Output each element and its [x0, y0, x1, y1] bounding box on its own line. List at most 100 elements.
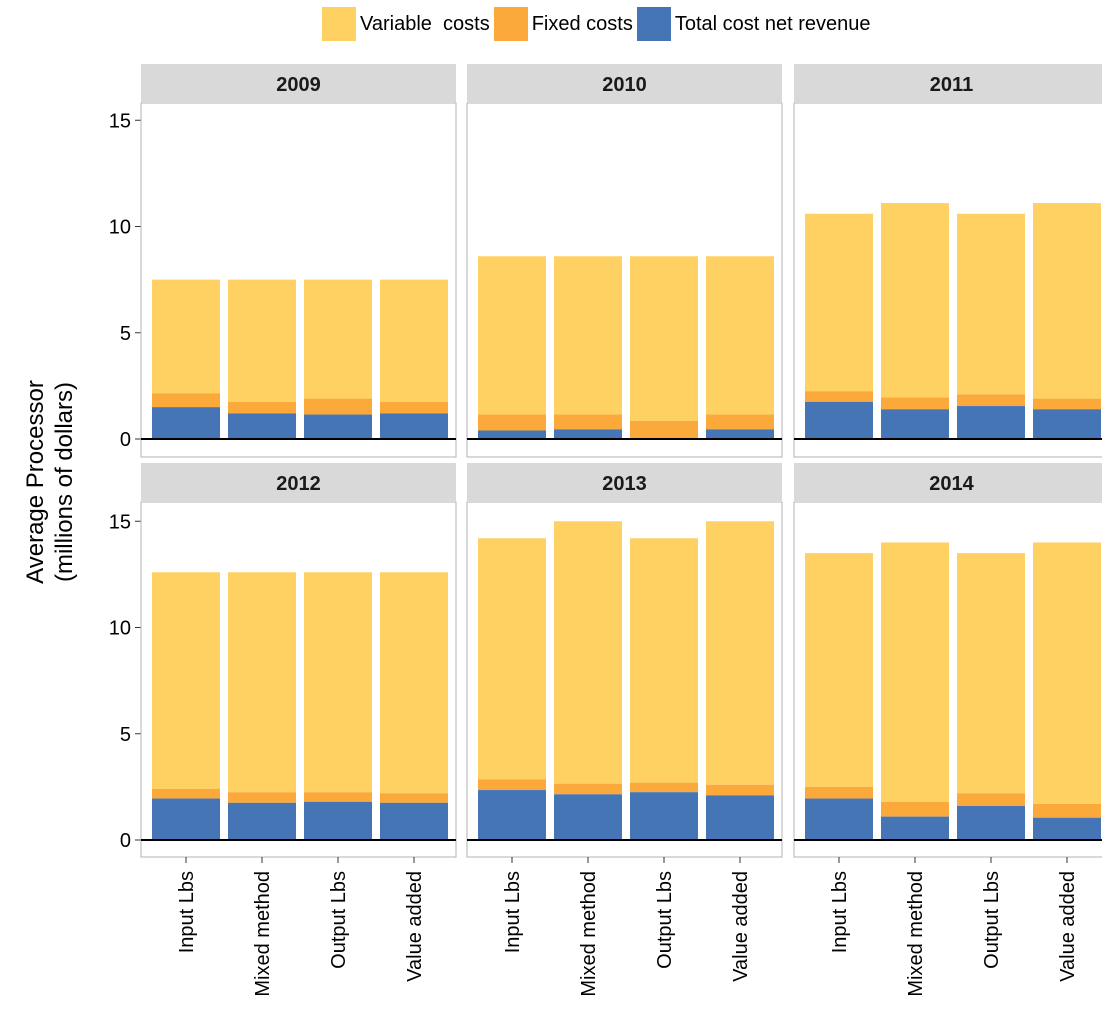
bar-net-revenue [706, 795, 774, 840]
legend-item-fixed-costs: Fixed costs [493, 7, 633, 41]
bar-net-revenue [304, 414, 372, 439]
bar-fixed-costs [380, 401, 448, 414]
bar-variable-costs [478, 538, 546, 780]
x-tick-label: Mixed method [252, 871, 274, 997]
x-tick-label: Output Lbs [654, 871, 676, 969]
bar-variable-costs [881, 542, 949, 802]
bar-variable-costs [380, 572, 448, 794]
bar-fixed-costs [152, 789, 220, 799]
facet-strip [467, 463, 782, 502]
x-tick-label: Output Lbs [981, 871, 1003, 969]
legend-label-net-revenue: Total cost net revenue [674, 12, 871, 35]
bar-variable-costs [228, 279, 296, 402]
facet-title: 2009 [276, 74, 321, 96]
facet-title: 2010 [602, 74, 647, 96]
bar-net-revenue [152, 407, 220, 439]
bar-net-revenue [881, 816, 949, 840]
bar-variable-costs [881, 203, 949, 398]
x-tick-label: Value added [730, 871, 752, 982]
bar-fixed-costs [706, 414, 774, 430]
bar-net-revenue [1033, 409, 1101, 439]
bar-variable-costs [228, 572, 296, 793]
bar-fixed-costs [630, 782, 698, 793]
x-tick-label: Input Lbs [829, 871, 851, 953]
facet-strip [467, 64, 782, 103]
facet-strip [141, 64, 456, 103]
bar-net-revenue [881, 409, 949, 439]
bar-net-revenue [957, 806, 1025, 840]
y-tick-label: 5 [120, 323, 131, 345]
bar-variable-costs [630, 256, 698, 421]
bar-variable-costs [304, 572, 372, 793]
x-tick-label: Input Lbs [176, 871, 198, 953]
bar-fixed-costs [881, 801, 949, 817]
bar-net-revenue [554, 429, 622, 439]
facet-title: 2014 [929, 473, 974, 495]
bar-variable-costs [478, 256, 546, 415]
legend-swatch-net-revenue [636, 7, 671, 41]
bar-net-revenue [380, 802, 448, 840]
legend-label-fixed-costs: Fixed costs [531, 12, 633, 35]
bar-fixed-costs [630, 420, 698, 439]
bar-fixed-costs [805, 786, 873, 799]
bar-fixed-costs [380, 793, 448, 803]
bar-variable-costs [706, 521, 774, 785]
bar-net-revenue [478, 430, 546, 439]
bar-net-revenue [228, 802, 296, 840]
bar-fixed-costs [228, 792, 296, 803]
bar-net-revenue [957, 406, 1025, 439]
bar-fixed-costs [478, 779, 546, 791]
facet-strip [794, 463, 1102, 502]
legend-swatch-variable-costs [322, 7, 356, 41]
y-tick-label: 15 [109, 110, 131, 132]
facet-panels: 0 5 10 15 0 5 10 15 2009 2010 2011 2012 Input Lbs Mix… [109, 64, 1102, 997]
x-tick-label: Output Lbs [328, 871, 350, 969]
facet-strip [794, 64, 1102, 103]
bar-fixed-costs [554, 414, 622, 430]
legend-item-net-revenue: Total cost net revenue [636, 7, 871, 41]
x-tick-label: Value added [404, 871, 426, 982]
bar-fixed-costs [881, 397, 949, 410]
bar-net-revenue [304, 801, 372, 840]
bar-variable-costs [554, 256, 622, 415]
bar-variable-costs [805, 213, 873, 392]
bar-fixed-costs [957, 394, 1025, 407]
facet-title: 2011 [930, 74, 973, 96]
bar-net-revenue [152, 798, 220, 840]
bar-variable-costs [957, 213, 1025, 395]
legend-swatch-fixed-costs [493, 7, 528, 41]
bar-variable-costs [304, 279, 372, 399]
legend: Variable costs Fixed costs Total cost ne… [322, 7, 875, 41]
bar-fixed-costs [478, 414, 546, 431]
x-tick-label: Mixed method [905, 871, 927, 997]
x-tick-label: Value added [1057, 871, 1079, 982]
legend-label-variable-costs: Variable costs [360, 12, 490, 35]
y-axis-title: Average Processor (millions of dollars) [22, 380, 78, 584]
bar-variable-costs [957, 553, 1025, 794]
y-tick-label: 10 [109, 217, 131, 239]
bar-variable-costs [706, 256, 774, 415]
y-tick-label: 0 [120, 830, 131, 852]
bar-variable-costs [152, 279, 220, 394]
bar-net-revenue [554, 794, 622, 840]
bar-fixed-costs [706, 784, 774, 796]
bar-fixed-costs [228, 401, 296, 414]
bar-fixed-costs [1033, 398, 1101, 410]
bar-fixed-costs [304, 792, 372, 802]
x-tick-label: Mixed method [578, 871, 600, 997]
bar-variable-costs [152, 572, 220, 789]
legend-item-variable-costs: Variable costs [322, 7, 490, 41]
bar-net-revenue [630, 792, 698, 840]
bar-fixed-costs [805, 391, 873, 402]
bar-net-revenue [478, 790, 546, 840]
bar-fixed-costs [1033, 803, 1101, 818]
bar-variable-costs [1033, 203, 1101, 399]
bar-fixed-costs [304, 398, 372, 415]
bar-net-revenue [805, 798, 873, 840]
facet-title: 2012 [276, 473, 321, 495]
bar-net-revenue [1033, 817, 1101, 840]
bar-fixed-costs [152, 393, 220, 408]
bar-variable-costs [380, 279, 448, 402]
